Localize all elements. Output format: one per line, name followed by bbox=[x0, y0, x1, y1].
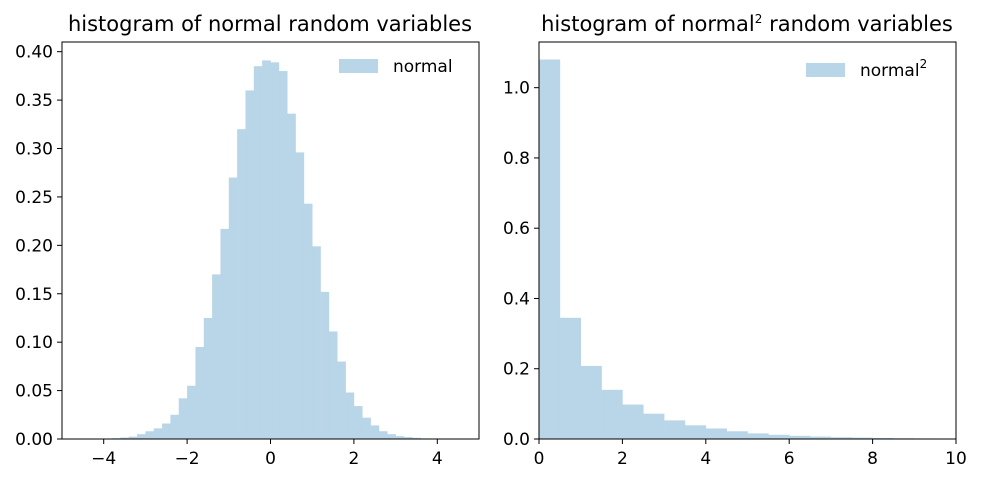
histogram-bar bbox=[664, 420, 686, 439]
histogram-bar bbox=[851, 437, 873, 439]
legend: normal bbox=[339, 57, 453, 77]
chart-normal-squared: histogram of normal2 random variables 0.… bbox=[503, 12, 967, 469]
x-tick-label: 0 bbox=[534, 449, 545, 469]
x-axis-ticks: 0 2 4 6 8 10 bbox=[534, 439, 967, 469]
legend-label: normal2 bbox=[860, 57, 927, 81]
histogram-bar bbox=[137, 434, 146, 439]
histogram-bar bbox=[278, 71, 288, 440]
histogram-bar bbox=[187, 385, 196, 439]
histogram-bar bbox=[220, 228, 230, 439]
histogram-bar bbox=[328, 331, 338, 439]
histogram-bar bbox=[287, 113, 296, 440]
histogram-bar bbox=[705, 428, 727, 439]
histogram-bar bbox=[378, 431, 388, 439]
histogram-bar bbox=[726, 431, 748, 439]
histogram-bar bbox=[370, 425, 380, 439]
legend: normal2 bbox=[806, 57, 927, 81]
histogram-bar bbox=[262, 60, 271, 440]
histogram-bar bbox=[170, 414, 180, 439]
legend-label: normal bbox=[393, 57, 453, 77]
bars bbox=[539, 59, 957, 439]
histogram-bar bbox=[195, 347, 205, 439]
chart-title: histogram of normal2 random variables bbox=[541, 12, 953, 36]
histogram-bar bbox=[684, 425, 707, 439]
histogram-bar bbox=[559, 317, 581, 439]
x-tick-label: 0 bbox=[265, 449, 276, 469]
histogram-bar bbox=[412, 437, 421, 439]
y-tick-label: 0.25 bbox=[15, 188, 53, 208]
histogram-bar bbox=[312, 246, 321, 439]
histogram-bar bbox=[303, 203, 313, 439]
y-axis-ticks: 0.00 0.05 0.10 0.15 0.20 0.25 0.30 0.35 0.40 bbox=[15, 43, 62, 450]
y-tick-label: 0.2 bbox=[503, 360, 530, 380]
histogram-bar bbox=[253, 66, 263, 440]
histogram-bar bbox=[178, 398, 188, 439]
axes-frame bbox=[538, 41, 957, 440]
histogram-bar bbox=[345, 392, 355, 439]
y-tick-label: 0.10 bbox=[15, 333, 53, 353]
y-tick-label: 1.0 bbox=[503, 79, 530, 99]
histogram-bar bbox=[295, 152, 305, 439]
x-tick-label: 4 bbox=[700, 449, 711, 469]
legend-swatch bbox=[806, 63, 845, 77]
axes-frame bbox=[61, 41, 480, 440]
y-tick-label: 0.4 bbox=[503, 289, 530, 309]
y-tick-label: 0.40 bbox=[15, 43, 53, 63]
x-tick-label: 6 bbox=[784, 449, 795, 469]
histogram-bar bbox=[643, 413, 665, 439]
histogram-bar bbox=[539, 59, 561, 439]
histogram-bar bbox=[228, 177, 238, 439]
histogram-bar bbox=[768, 434, 790, 439]
histogram-bar bbox=[747, 433, 769, 439]
x-tick-label: 2 bbox=[617, 449, 628, 469]
y-tick-label: 0.35 bbox=[15, 91, 53, 111]
histogram-bar bbox=[320, 291, 330, 439]
histogram-bar bbox=[789, 435, 811, 439]
x-tick-label: 2 bbox=[348, 449, 359, 469]
histogram-bar bbox=[872, 437, 894, 439]
y-tick-label: 0.15 bbox=[15, 285, 53, 305]
histogram-bar bbox=[810, 436, 832, 439]
histogram-bar bbox=[270, 62, 280, 439]
histogram-bar bbox=[153, 428, 163, 439]
x-tick-label: 10 bbox=[945, 449, 967, 469]
x-tick-label: 4 bbox=[432, 449, 443, 469]
histogram-bar bbox=[337, 361, 346, 439]
histogram-bar bbox=[580, 365, 602, 439]
histogram-bar bbox=[387, 434, 396, 439]
histogram-bar bbox=[830, 437, 853, 439]
y-tick-label: 0.30 bbox=[15, 140, 53, 160]
y-tick-label: 0.20 bbox=[15, 236, 53, 256]
legend-swatch bbox=[339, 59, 378, 73]
y-axis-ticks: 0.0 0.2 0.4 0.6 0.8 1.0 bbox=[503, 79, 539, 450]
bars bbox=[95, 60, 446, 440]
histogram-bar bbox=[145, 431, 155, 439]
histogram-bar bbox=[212, 274, 221, 439]
chart-normal: histogram of normal random variables 0.0… bbox=[15, 12, 480, 469]
histogram-bar bbox=[362, 417, 371, 439]
histogram-bar bbox=[353, 406, 363, 439]
histogram-bar bbox=[162, 423, 171, 439]
histogram-bar bbox=[203, 317, 213, 439]
y-tick-label: 0.00 bbox=[15, 430, 53, 450]
y-tick-label: 0.05 bbox=[15, 382, 53, 402]
histogram-bar bbox=[395, 436, 405, 439]
histogram-bar bbox=[120, 437, 130, 439]
histogram-bar bbox=[128, 436, 138, 439]
y-tick-label: 0.6 bbox=[503, 219, 530, 239]
x-axis-ticks: −4 −2 0 2 4 bbox=[91, 439, 443, 469]
histogram-bar bbox=[245, 90, 255, 439]
chart-title: histogram of normal random variables bbox=[68, 12, 472, 36]
histogram-bar bbox=[403, 437, 413, 439]
x-tick-label: −2 bbox=[175, 449, 200, 469]
y-tick-label: 0.8 bbox=[503, 149, 530, 169]
y-tick-label: 0.0 bbox=[503, 430, 530, 450]
x-tick-label: −4 bbox=[91, 449, 116, 469]
histogram-bar bbox=[601, 389, 623, 439]
x-tick-label: 8 bbox=[867, 449, 878, 469]
histogram-bar bbox=[237, 129, 246, 439]
histogram-bar bbox=[622, 404, 644, 439]
